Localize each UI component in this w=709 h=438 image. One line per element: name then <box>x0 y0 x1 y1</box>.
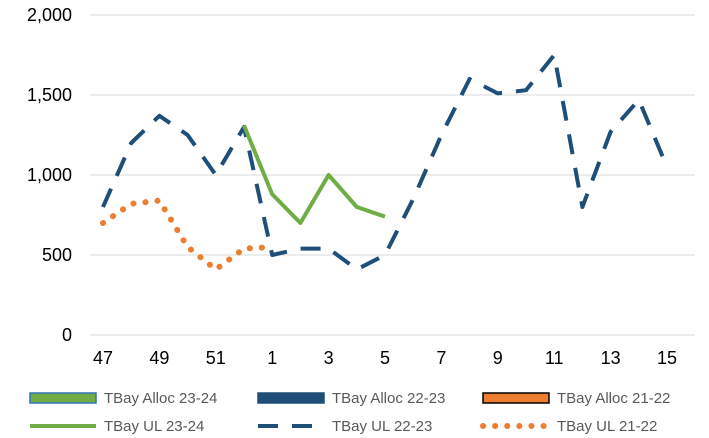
y-axis-ticks: 0 500 1,000 1,500 2,000 <box>27 5 72 345</box>
series-line <box>100 197 276 273</box>
y-tick-label: 2,000 <box>27 5 72 25</box>
legend-swatch <box>257 392 325 404</box>
x-tick-label: 47 <box>93 348 113 368</box>
x-tick-label: 51 <box>206 348 226 368</box>
y-tick-label: 0 <box>62 325 72 345</box>
x-axis-ticks: 47 49 51 1 3 5 7 9 11 13 15 <box>93 348 677 368</box>
gridlines <box>90 14 695 336</box>
legend-label: TBay Alloc 21-22 <box>557 390 670 407</box>
legend-label: TBay UL 21-22 <box>557 418 657 435</box>
series-line <box>101 53 669 272</box>
series-line <box>242 124 386 225</box>
legend-label: TBay Alloc 22-23 <box>332 390 445 407</box>
legend-label: TBay UL 22-23 <box>332 418 432 435</box>
series-lines <box>100 53 669 273</box>
x-tick-label: 3 <box>324 348 334 368</box>
y-tick-label: 1,000 <box>27 165 72 185</box>
legend: TBay Alloc 23-24 TBay Alloc 22-23 TBay All… <box>29 390 670 435</box>
x-tick-label: 5 <box>380 348 390 368</box>
x-tick-label: 1 <box>267 348 277 368</box>
y-tick-label: 1,500 <box>27 85 72 105</box>
x-tick-label: 11 <box>545 348 564 368</box>
x-tick-label: 7 <box>436 348 446 368</box>
x-tick-label: 13 <box>601 348 621 368</box>
x-tick-label: 9 <box>493 348 503 368</box>
legend-label: TBay UL 23-24 <box>104 418 204 435</box>
legend-swatch <box>29 392 97 404</box>
legend-label: TBay Alloc 23-24 <box>104 390 217 407</box>
y-tick-label: 500 <box>42 245 72 265</box>
x-tick-label: 49 <box>149 348 169 368</box>
x-tick-label: 15 <box>657 348 677 368</box>
legend-swatch <box>482 392 550 404</box>
